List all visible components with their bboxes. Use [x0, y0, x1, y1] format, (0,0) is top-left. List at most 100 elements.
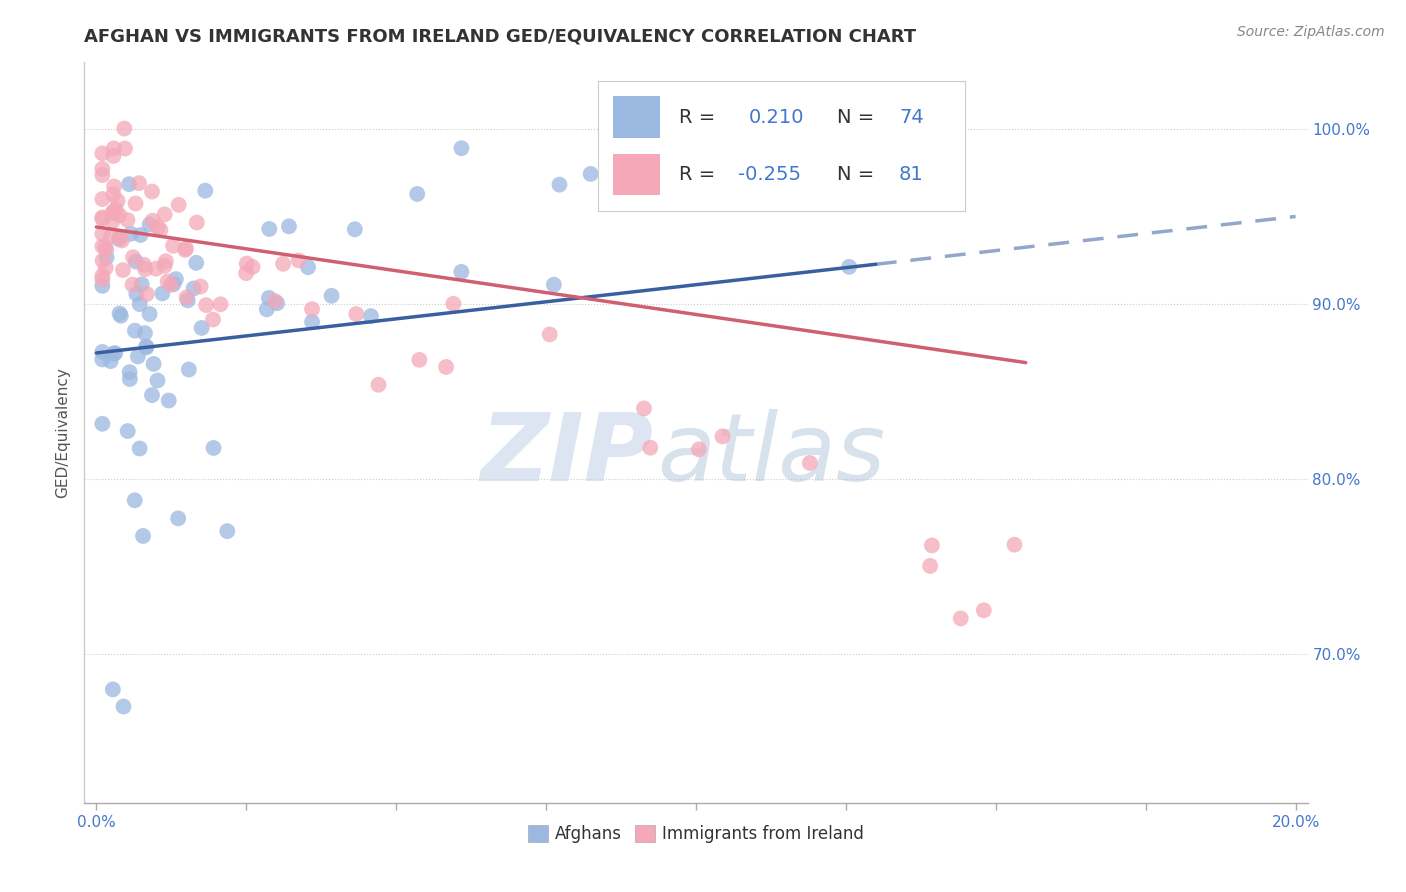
Point [690, 113, 713, 128]
Point [548, 178, 571, 192]
Point [450, 265, 472, 279]
Point [174, 243, 197, 257]
Point [91, 352, 114, 367]
Y-axis label: GED/Equivalency: GED/Equivalency [55, 368, 70, 498]
Point [91, 227, 114, 241]
Point [146, 374, 169, 388]
Point [949, 611, 972, 625]
Point [688, 442, 710, 457]
Point [769, 113, 792, 128]
Point [177, 362, 200, 376]
Point [104, 202, 127, 216]
Point [620, 113, 643, 128]
Point [711, 429, 734, 443]
Point [103, 141, 125, 155]
Point [134, 326, 156, 340]
Point [450, 141, 472, 155]
Point [142, 213, 165, 227]
Point [103, 346, 125, 360]
Point [202, 441, 225, 455]
Point [160, 277, 183, 292]
Point [201, 312, 224, 326]
Point [91, 161, 114, 176]
Point [145, 261, 167, 276]
Point [127, 350, 149, 364]
Point [117, 424, 139, 438]
Point [186, 215, 208, 229]
Point [682, 155, 704, 169]
Point [321, 289, 343, 303]
Point [101, 682, 124, 697]
Point [844, 113, 866, 128]
Point [278, 219, 301, 234]
Point [153, 207, 176, 221]
Point [124, 324, 146, 338]
Point [301, 315, 323, 329]
Point [91, 168, 114, 182]
Point [94, 240, 117, 254]
Point [107, 194, 129, 208]
Point [167, 511, 190, 525]
Point [176, 290, 198, 304]
Point [103, 149, 125, 163]
Point [94, 260, 117, 275]
Point [91, 211, 114, 225]
Point [174, 241, 197, 255]
Point [91, 211, 114, 226]
Point [235, 257, 257, 271]
Point [165, 272, 187, 286]
Point [108, 306, 131, 320]
Point [108, 232, 131, 246]
Point [257, 291, 280, 305]
Point [91, 345, 114, 359]
Point [155, 254, 177, 268]
Point [259, 222, 281, 236]
Point [91, 272, 114, 286]
Point [301, 302, 323, 317]
Point [434, 359, 457, 374]
Point [110, 309, 132, 323]
Point [406, 186, 429, 201]
Point [100, 354, 122, 368]
Point [150, 286, 173, 301]
Point [103, 179, 125, 194]
Point [209, 297, 232, 311]
Point [266, 296, 288, 310]
Point [112, 699, 135, 714]
Point [111, 263, 134, 277]
Point [128, 176, 150, 190]
Point [91, 417, 114, 431]
Point [167, 198, 190, 212]
Point [579, 167, 602, 181]
Point [134, 262, 156, 277]
Point [125, 287, 148, 301]
Point [128, 297, 150, 311]
Point [190, 279, 212, 293]
Point [235, 266, 257, 280]
Point [973, 603, 995, 617]
Point [104, 346, 127, 360]
Point [633, 401, 655, 416]
Point [194, 184, 217, 198]
Point [360, 309, 382, 323]
Point [91, 192, 114, 206]
Point [131, 277, 153, 292]
Point [838, 260, 860, 274]
Point [118, 365, 141, 379]
Point [96, 250, 118, 264]
Point [538, 327, 561, 342]
Point [344, 307, 367, 321]
Point [271, 257, 294, 271]
Point [242, 260, 264, 274]
Point [121, 277, 143, 292]
Point [101, 204, 124, 219]
Point [920, 558, 942, 573]
Point [157, 393, 180, 408]
Point [287, 253, 309, 268]
Point [132, 529, 155, 543]
Point [108, 208, 131, 222]
Point [101, 214, 124, 228]
Text: AFGHAN VS IMMIGRANTS FROM IRELAND GED/EQUIVALENCY CORRELATION CHART: AFGHAN VS IMMIGRANTS FROM IRELAND GED/EQ… [84, 28, 917, 45]
Point [640, 441, 662, 455]
Point [96, 243, 118, 257]
